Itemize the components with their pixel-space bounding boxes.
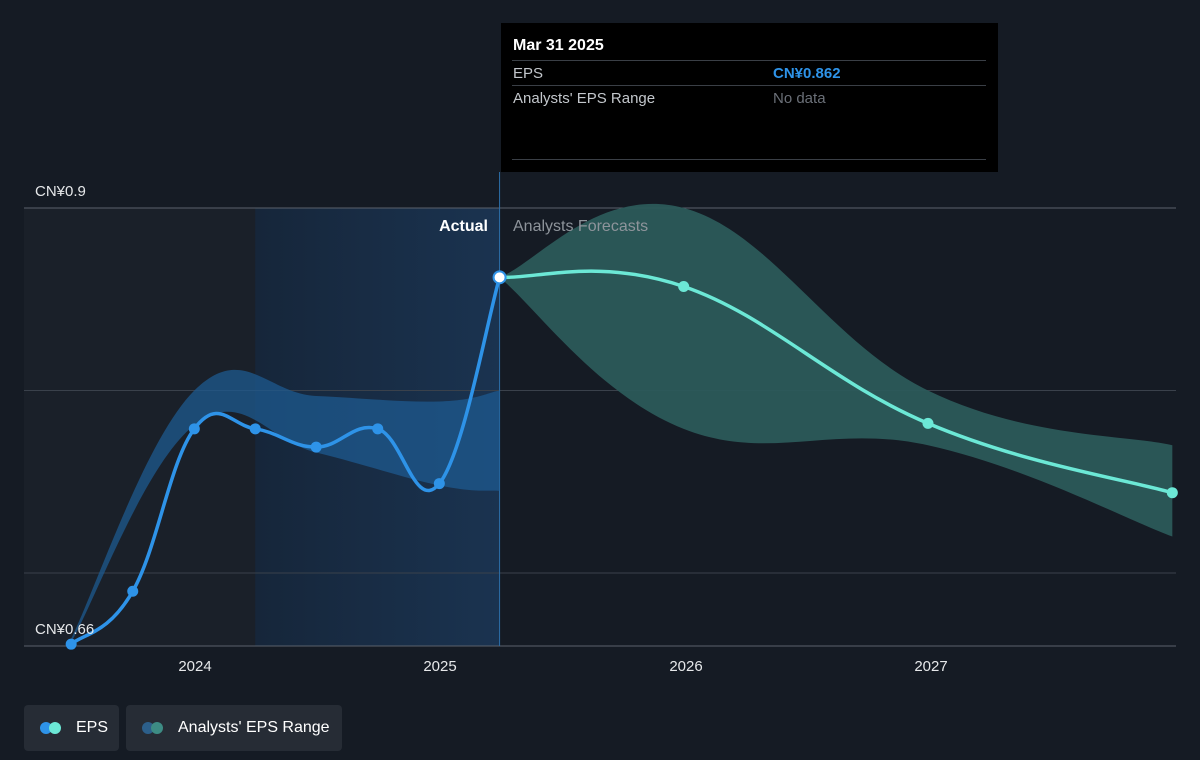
x-tick-2026: 2026: [669, 658, 702, 675]
range-legend-icon: [142, 722, 168, 734]
eps-actual-point: [433, 478, 445, 490]
eps-forecast-point: [678, 280, 690, 292]
tooltip-divider: [512, 159, 986, 160]
eps-forecast-point: [922, 417, 934, 429]
hover-tooltip: Mar 31 2025 EPS CN¥0.862 Analysts' EPS R…: [501, 23, 998, 172]
legend-eps-label: EPS: [76, 719, 109, 736]
eps-actual-point: [127, 585, 139, 597]
eps-actual-point: [249, 423, 261, 435]
eps-legend-icon: [40, 722, 66, 734]
legend-range-label: Analysts' EPS Range: [178, 719, 330, 736]
eps-actual-point: [65, 638, 77, 650]
tooltip-range-row: Analysts' EPS Range No data: [512, 85, 986, 111]
past-range-band: [71, 369, 500, 643]
eps-actual-point: [372, 423, 384, 435]
x-tick-2027: 2027: [914, 658, 947, 675]
tooltip-range-value: No data: [773, 90, 826, 107]
eps-actual-point: [188, 423, 200, 435]
eps-latest-point: [492, 270, 507, 285]
tooltip-date: Mar 31 2025: [513, 37, 604, 54]
y-tick-bottom: CN¥0.66: [35, 621, 94, 638]
legend-range-button[interactable]: Analysts' EPS Range: [126, 705, 342, 751]
x-tick-2025: 2025: [423, 658, 456, 675]
legend-eps-button[interactable]: EPS: [24, 705, 119, 751]
x-tick-2024: 2024: [178, 658, 211, 675]
tooltip-eps-row: EPS CN¥0.862: [512, 60, 986, 86]
eps-actual-point: [310, 441, 322, 453]
forecast-region-label: Analysts Forecasts: [513, 218, 648, 235]
eps-forecast-line: [497, 269, 1175, 495]
tooltip-eps-label: EPS: [513, 65, 544, 82]
tooltip-range-label: Analysts' EPS Range: [513, 90, 656, 107]
actual-region-label: Actual: [439, 218, 488, 235]
eps-forecast-point: [1166, 487, 1178, 499]
y-tick-top: CN¥0.9: [35, 183, 86, 200]
tooltip-eps-value: CN¥0.862: [773, 65, 841, 82]
forecast-range-band: [499, 203, 1173, 537]
